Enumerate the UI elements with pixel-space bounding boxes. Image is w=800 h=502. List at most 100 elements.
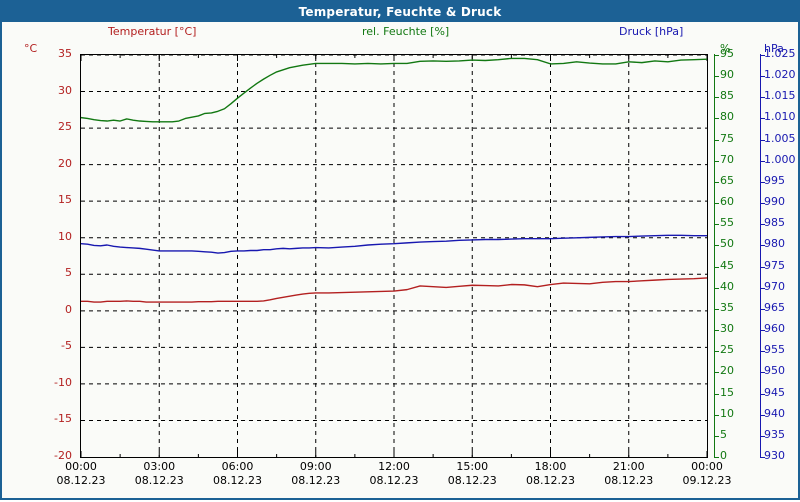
pressure-tick-mark bbox=[761, 267, 765, 268]
pressure-tick-label: 995 bbox=[764, 173, 785, 187]
pressure-tick-label: 990 bbox=[764, 195, 785, 209]
plot-area bbox=[80, 54, 708, 458]
humidity-tick-label: 20 bbox=[720, 364, 734, 378]
axis-time: 00:00 08.12.23 03:00 08.12.23 06:00 08.12.23 0… bbox=[2, 460, 800, 500]
humidity-tick-mark bbox=[715, 394, 719, 395]
humidity-tick-label: 70 bbox=[720, 152, 734, 166]
humidity-tick-label: 55 bbox=[720, 216, 734, 230]
axis-humidity: 95 90 85 80 75 70 65 60 55 50 45 40 35 30 25 20 15 10 5 0 bbox=[708, 2, 754, 502]
humidity-tick-label: 85 bbox=[720, 89, 734, 103]
humidity-tick-mark bbox=[715, 245, 719, 246]
pressure-tick-mark bbox=[761, 394, 765, 395]
time-tick-time: 00:00 bbox=[65, 460, 97, 473]
pressure-tick-label: 1.025 bbox=[764, 47, 796, 60]
time-tick-label: 06:00 08.12.23 bbox=[198, 460, 278, 488]
pressure-tick-mark bbox=[761, 372, 765, 373]
pressure-tick-label: 935 bbox=[764, 427, 785, 441]
humidity-tick-label: 25 bbox=[720, 343, 734, 357]
legend-humidity: rel. Feuchte [%] bbox=[362, 25, 450, 38]
pressure-tick-mark bbox=[761, 436, 765, 437]
humidity-tick-label: 40 bbox=[720, 279, 734, 293]
pressure-tick-mark bbox=[761, 55, 765, 56]
temperature-tick-label: 0 bbox=[65, 302, 72, 316]
time-tick-time: 15:00 bbox=[456, 460, 489, 473]
time-tick-date: 08.12.23 bbox=[134, 474, 184, 487]
pressure-tick-mark bbox=[761, 351, 765, 352]
time-tick-label: 03:00 08.12.23 bbox=[119, 460, 199, 488]
time-tick-date: 08.12.23 bbox=[291, 474, 341, 487]
temperature-tick-label: 35 bbox=[58, 47, 72, 60]
pressure-tick-label: 945 bbox=[764, 385, 785, 399]
temperature-tick-label: -15 bbox=[54, 412, 72, 426]
time-tick-time: 00:00 bbox=[691, 460, 723, 473]
axis-pressure: 1.025 1.020 1.015 1.010 1.005 1.000 995 990 985 9… bbox=[754, 2, 800, 502]
humidity-tick-label: 65 bbox=[720, 173, 734, 187]
time-tick-date: 08.12.23 bbox=[526, 474, 575, 487]
time-tick-time: 03:00 bbox=[143, 460, 176, 473]
humidity-tick-label: 45 bbox=[720, 258, 734, 272]
temperature-tick-label: 10 bbox=[58, 229, 72, 243]
pressure-tick-mark bbox=[761, 140, 765, 141]
humidity-tick-mark bbox=[715, 415, 719, 416]
humidity-tick-mark bbox=[715, 309, 719, 310]
humidity-tick-mark bbox=[715, 140, 719, 141]
legend-temperature: Temperatur [°C] bbox=[108, 25, 197, 38]
time-tick-label: 12:00 08.12.23 bbox=[354, 460, 434, 488]
pressure-tick-mark bbox=[761, 182, 765, 183]
pressure-tick-mark bbox=[761, 161, 765, 162]
time-tick-date: 08.12.23 bbox=[604, 474, 654, 487]
window-title: Temperatur, Feuchte & Druck bbox=[298, 5, 502, 19]
plot-series bbox=[81, 57, 707, 303]
time-tick-label: 21:00 08.12.23 bbox=[589, 460, 669, 488]
pressure-tick-mark bbox=[761, 309, 765, 310]
humidity-tick-mark bbox=[715, 436, 719, 437]
pressure-tick-label: 1.000 bbox=[764, 152, 796, 166]
time-tick-date: 08.12.23 bbox=[56, 474, 106, 487]
pressure-tick-mark bbox=[761, 245, 765, 246]
humidity-tick-mark bbox=[715, 224, 719, 225]
pressure-tick-mark bbox=[761, 224, 765, 225]
series-line bbox=[81, 277, 707, 303]
pressure-tick-label: 940 bbox=[764, 406, 785, 420]
axis-humidity-rule bbox=[714, 54, 715, 458]
humidity-tick-mark bbox=[715, 351, 719, 352]
time-tick-time: 21:00 bbox=[612, 460, 645, 473]
pressure-tick-label: 930 bbox=[764, 449, 785, 462]
temperature-tick-label: 15 bbox=[58, 193, 72, 207]
pressure-tick-label: 1.020 bbox=[764, 68, 796, 82]
temperature-tick-label: 30 bbox=[58, 83, 72, 97]
pressure-tick-label: 975 bbox=[764, 258, 785, 272]
pressure-tick-label: 965 bbox=[764, 300, 785, 314]
axis-temperature: 35 30 25 20 15 10 5 0 -5 -10 -15 -20 bbox=[2, 2, 80, 502]
humidity-tick-mark bbox=[715, 457, 719, 458]
humidity-tick-mark bbox=[715, 76, 719, 77]
time-tick-time: 18:00 bbox=[534, 460, 567, 473]
time-tick-date: 08.12.23 bbox=[213, 474, 262, 487]
humidity-tick-label: 35 bbox=[720, 300, 734, 314]
humidity-tick-label: 10 bbox=[720, 406, 734, 420]
pressure-tick-label: 960 bbox=[764, 322, 785, 336]
humidity-tick-mark bbox=[715, 182, 719, 183]
pressure-tick-label: 970 bbox=[764, 279, 785, 293]
unit-percent: % bbox=[720, 42, 731, 55]
temperature-tick-label: 20 bbox=[58, 156, 72, 170]
humidity-tick-label: 30 bbox=[720, 322, 734, 336]
pressure-tick-mark bbox=[761, 76, 765, 77]
humidity-tick-mark bbox=[715, 161, 719, 162]
pressure-tick-mark bbox=[761, 288, 765, 289]
plot-grid bbox=[81, 55, 707, 457]
temperature-tick-label: 25 bbox=[58, 120, 72, 134]
pressure-tick-label: 950 bbox=[764, 364, 785, 378]
time-tick-time: 09:00 bbox=[299, 460, 332, 473]
humidity-tick-label: 5 bbox=[720, 427, 727, 441]
unit-hectopascal: hPa bbox=[764, 42, 784, 55]
humidity-tick-mark bbox=[715, 288, 719, 289]
humidity-tick-mark bbox=[715, 330, 719, 331]
humidity-tick-mark bbox=[715, 267, 719, 268]
pressure-tick-label: 1.005 bbox=[764, 131, 796, 145]
time-tick-label: 00:00 09.12.23 bbox=[667, 460, 747, 488]
humidity-tick-label: 0 bbox=[720, 449, 727, 462]
humidity-tick-label: 75 bbox=[720, 131, 734, 145]
pressure-tick-label: 1.010 bbox=[764, 110, 796, 124]
humidity-tick-label: 60 bbox=[720, 195, 734, 209]
